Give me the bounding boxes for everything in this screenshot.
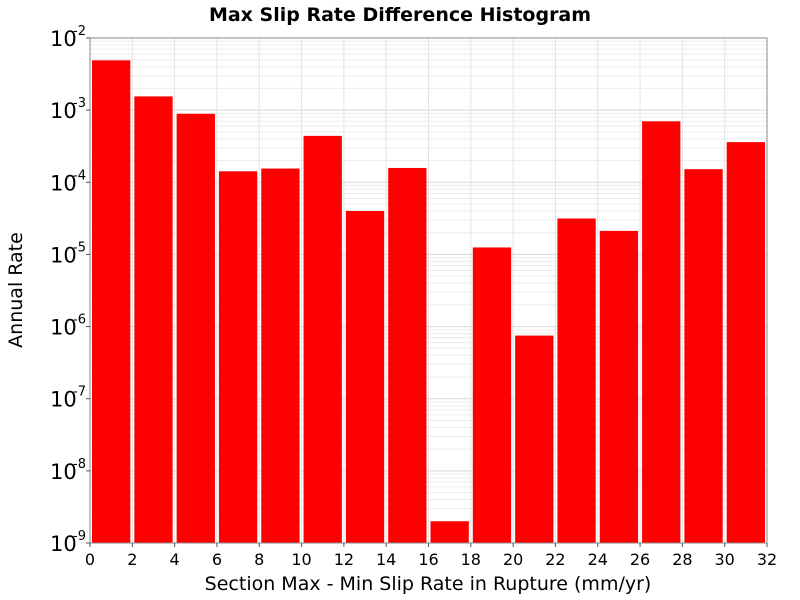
- y-tick-exponent: -6: [73, 313, 86, 328]
- x-axis-ticks: 0 2 4 6 8 10 12 14 16 18 20 22 24 26 28 30 32: [85, 543, 777, 569]
- y-axis-ticks: 10-910-810-710-610-510-410-310-2: [50, 24, 90, 556]
- x-tick-label: 10: [291, 550, 311, 569]
- y-tick-exponent: -7: [73, 385, 86, 400]
- y-tick-label: 10: [50, 171, 77, 195]
- histogram-bar: [345, 210, 385, 543]
- x-tick-label: 30: [715, 550, 735, 569]
- y-tick-label: 10: [50, 532, 77, 556]
- histogram-bar: [472, 247, 512, 544]
- histogram-bar: [134, 96, 173, 544]
- histogram-bar: [515, 335, 554, 543]
- y-tick-exponent: -5: [73, 240, 86, 255]
- histogram-bar: [726, 142, 765, 543]
- histogram-bar: [599, 230, 639, 543]
- x-tick-label: 26: [630, 550, 650, 569]
- y-tick-label: 10: [50, 27, 77, 51]
- x-tick-label: 6: [212, 550, 222, 569]
- y-tick-exponent: -8: [73, 457, 86, 472]
- y-tick-exponent: -9: [73, 529, 86, 544]
- histogram-bar: [388, 167, 427, 543]
- y-tick-label: 10: [50, 460, 77, 484]
- y-tick-exponent: -3: [73, 96, 86, 111]
- chart-title: Max Slip Rate Difference Histogram: [209, 4, 591, 26]
- x-axis-label: Section Max - Min Slip Rate in Rupture (…: [205, 573, 652, 595]
- x-tick-label: 20: [503, 550, 523, 569]
- histogram-bar: [303, 135, 342, 543]
- histogram-bar: [684, 169, 723, 543]
- histogram-bar: [261, 168, 300, 544]
- histogram-bar: [557, 218, 596, 544]
- histogram-bar: [430, 521, 469, 543]
- x-tick-label: 22: [545, 550, 565, 569]
- histogram-bar: [176, 113, 215, 543]
- x-tick-label: 18: [461, 550, 481, 569]
- y-tick-label: 10: [50, 388, 77, 412]
- x-tick-label: 32: [757, 550, 777, 569]
- x-tick-label: 14: [376, 550, 396, 569]
- x-tick-label: 8: [254, 550, 264, 569]
- x-tick-label: 4: [170, 550, 180, 569]
- y-axis-label: Annual Rate: [5, 232, 27, 348]
- histogram-bar: [218, 171, 258, 543]
- x-tick-label: 24: [588, 550, 608, 569]
- y-tick-exponent: -4: [73, 168, 86, 183]
- y-tick-label: 10: [50, 99, 77, 123]
- y-tick-label: 10: [50, 316, 77, 340]
- x-tick-label: 16: [418, 550, 438, 569]
- y-tick-label: 10: [50, 243, 77, 267]
- x-tick-label: 2: [127, 550, 137, 569]
- y-tick-exponent: -2: [73, 24, 86, 39]
- x-tick-label: 28: [672, 550, 692, 569]
- histogram-bar: [92, 60, 131, 544]
- x-tick-label: 12: [334, 550, 354, 569]
- histogram-bar: [642, 121, 681, 543]
- x-tick-label: 0: [85, 550, 95, 569]
- bars: [92, 60, 765, 544]
